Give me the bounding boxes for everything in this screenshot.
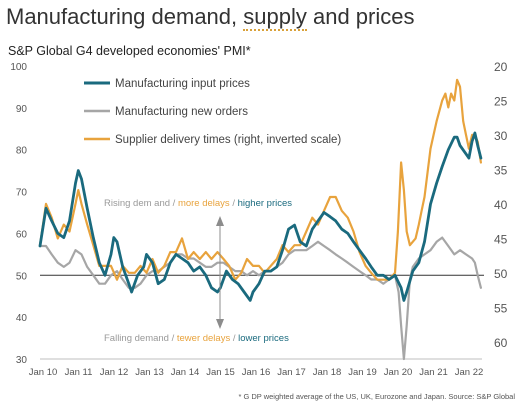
x-tick-label: Jan 17 <box>277 367 306 378</box>
legend-label-1: Manufacturing new orders <box>115 106 248 118</box>
y-left-tick-label: 50 <box>16 271 28 282</box>
x-tick-label: Jan 15 <box>206 367 235 378</box>
y-left-tick-label: 70 <box>16 188 28 199</box>
series-layer <box>38 78 483 361</box>
y-right-tick-label: 55 <box>494 301 508 315</box>
y-right-tick-label: 60 <box>494 336 508 350</box>
x-tick-label: Jan 21 <box>419 367 448 378</box>
legend-label-0: Manufacturing input prices <box>115 78 250 90</box>
y-left-tick-label: 90 <box>16 104 28 115</box>
annotation-top-part-3: higher prices <box>238 198 293 209</box>
y-left-tick-label: 100 <box>10 62 27 73</box>
series-line-0 <box>38 131 483 302</box>
x-tick-label: Jan 18 <box>313 367 342 378</box>
legend: Manufacturing input prices Manufacturing … <box>84 78 341 146</box>
y-right-tick-label: 25 <box>494 94 508 108</box>
x-tick-label: Jan 20 <box>384 367 413 378</box>
x-tick-label: Jan 22 <box>455 367 484 378</box>
annotation-bottom-part-2: / <box>230 333 238 344</box>
axes-layer: 30 40 50 60 70 80 90 100 20 25 30 35 40 45 50 55 60 Jan 1… <box>10 60 507 378</box>
annotation-top-part-2: / <box>230 198 238 209</box>
x-tick-label: Jan 14 <box>171 367 200 378</box>
x-tick-label: Jan 19 <box>348 367 377 378</box>
y-right-tick-label: 35 <box>494 163 508 177</box>
annotations-layer: Rising dem and / more delays / higher pr… <box>104 198 292 344</box>
chart-title: Manufacturing demand, supply and prices <box>6 4 415 31</box>
annotation-top-part-1: more delays <box>178 198 230 209</box>
y-right-tick-label: 30 <box>494 129 508 143</box>
x-tick-label: Jan 11 <box>65 367 93 378</box>
annotation-bottom-part-3: lower prices <box>238 333 289 344</box>
annotation-bottom: Falling demand / tewer delays / lower pr… <box>104 333 289 344</box>
y-right-tick-label: 50 <box>494 267 508 281</box>
legend-label-2: Supplier delivery times (right, inverted… <box>115 134 341 146</box>
series-line-2 <box>38 78 482 281</box>
y-left-tick-label: 30 <box>16 355 28 366</box>
annotation-top-part-0: Rising dem and / <box>104 198 178 209</box>
annotation-top: Rising dem and / more delays / higher pr… <box>104 198 292 209</box>
chart-title-underlined: supply <box>243 4 307 31</box>
x-tick-label: Jan 12 <box>100 367 129 378</box>
y-left-tick-label: 80 <box>16 146 28 157</box>
x-tick-label: Jan 16 <box>242 367 271 378</box>
x-tick-label: Jan 10 <box>29 367 58 378</box>
y-right-tick-label: 45 <box>494 232 508 246</box>
y-right-tick-label: 40 <box>494 198 508 212</box>
y-left-tick-label: 60 <box>16 229 28 240</box>
arrow-head-up <box>216 216 224 226</box>
annotation-bottom-part-0: Falling demand / <box>104 333 177 344</box>
y-left-tick-label: 40 <box>16 313 28 324</box>
footnote: * G DP weighted average of the US, UK, E… <box>238 392 515 401</box>
y-right-tick-label: 20 <box>494 60 508 74</box>
chart-subtitle: S&P Global G4 developed economies' PMI* <box>8 44 251 58</box>
arrow-head-down <box>216 319 224 329</box>
annotation-bottom-part-1: tewer delays <box>177 333 231 344</box>
x-tick-label: Jan 13 <box>135 367 164 378</box>
